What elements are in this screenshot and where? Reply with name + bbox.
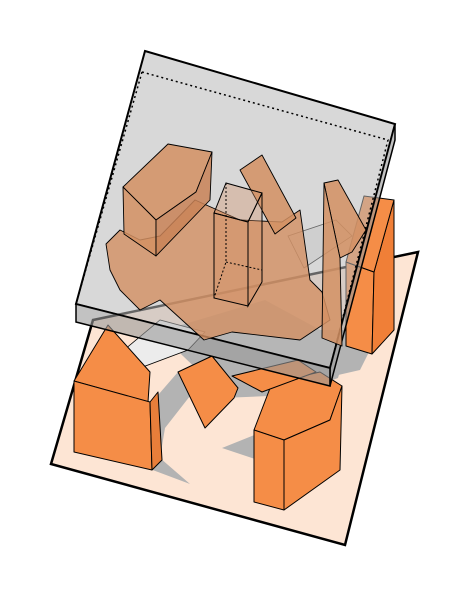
shadow-bottom-building <box>222 432 262 460</box>
roof-plane-front-edge <box>75 303 331 387</box>
building-bottom-side <box>283 385 343 511</box>
building-center-bar <box>177 355 239 429</box>
central-tower-side <box>247 192 263 308</box>
building-left-side <box>149 391 163 471</box>
roof-plane-inner-dotted-outline <box>141 71 389 369</box>
central-tower <box>213 182 263 308</box>
central-tower-hidden-edges <box>213 183 227 299</box>
roof-plane-left-dotted-edge <box>75 71 143 305</box>
building-bottom-front <box>253 429 285 511</box>
buildings-under-roof <box>105 143 367 347</box>
building-topleft-side <box>155 151 213 257</box>
building-rightblock-side <box>321 182 343 347</box>
building-topcenter-bar <box>239 154 297 235</box>
central-tower-front <box>213 212 249 307</box>
